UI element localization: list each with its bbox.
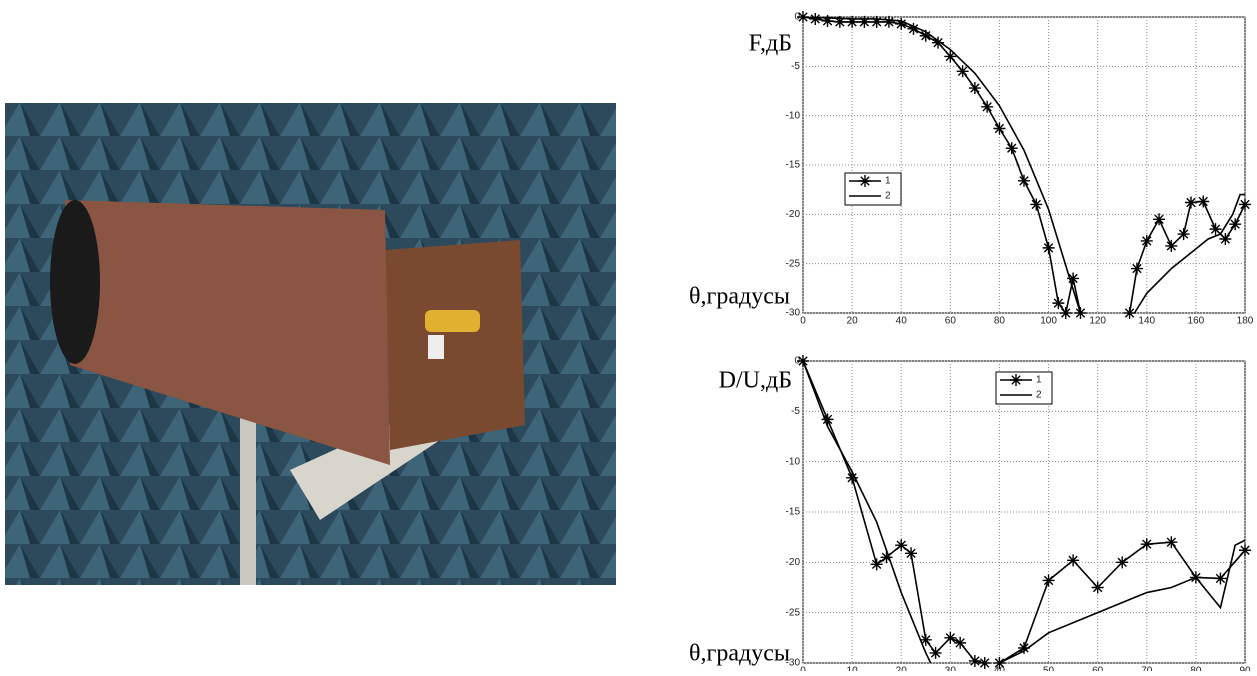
figure: 0-5-10-15-20-25-300204060801001201401601… — [0, 0, 1257, 671]
x-tick-label: 100 — [1040, 316, 1057, 327]
x-tick-label: 30 — [945, 666, 957, 671]
y-tick-label: -5 — [791, 61, 800, 72]
star-marker — [905, 547, 917, 559]
star-marker — [1210, 223, 1222, 235]
legend-label: 2 — [885, 191, 891, 202]
star-marker — [1229, 218, 1241, 230]
y-tick-label: -25 — [786, 607, 801, 618]
x-tick-label: 90 — [1239, 666, 1251, 671]
x-tick-label: 20 — [896, 666, 908, 671]
x-tick-label: 160 — [1188, 316, 1205, 327]
star-marker — [1060, 307, 1072, 319]
star-marker — [1030, 198, 1042, 210]
star-marker — [1197, 196, 1209, 208]
x-tick-label: 80 — [994, 316, 1006, 327]
x-axis-label: θ,градусы — [689, 284, 790, 310]
y-tick-label: -10 — [786, 110, 801, 121]
star-marker — [1153, 213, 1165, 225]
x-tick-label: 60 — [1092, 666, 1104, 671]
star-marker — [979, 657, 991, 669]
x-tick-label: 80 — [1190, 666, 1202, 671]
legend-label: 1 — [1036, 375, 1042, 386]
star-marker — [1141, 235, 1153, 247]
y-tick-label: -5 — [791, 406, 800, 417]
x-axis-label: θ,градусы — [689, 641, 790, 667]
y-tick-label: -20 — [786, 209, 801, 220]
star-marker — [1018, 175, 1030, 187]
legend-label: 2 — [1036, 390, 1042, 401]
legend-marker — [1010, 374, 1022, 386]
legend-box — [845, 173, 901, 205]
legend-box — [996, 372, 1052, 404]
x-tick-label: 40 — [896, 316, 908, 327]
y-tick-label: -10 — [786, 456, 801, 467]
star-marker — [993, 122, 1005, 134]
photo — [5, 103, 616, 585]
star-marker — [1092, 582, 1104, 594]
y-axis-label: D/U,дБ — [719, 368, 792, 394]
star-marker — [1124, 307, 1136, 319]
star-marker — [809, 13, 821, 25]
star-marker — [1165, 536, 1177, 548]
x-tick-label: 180 — [1237, 316, 1254, 327]
star-marker — [1006, 142, 1018, 154]
x-tick-label: 70 — [1141, 666, 1153, 671]
legend-label: 1 — [885, 176, 891, 187]
star-marker — [1214, 572, 1226, 584]
star-marker — [822, 15, 834, 27]
y-tick-label: -25 — [786, 258, 801, 269]
y-axis-label: F,дБ — [749, 31, 792, 57]
x-tick-label: 60 — [945, 316, 957, 327]
x-tick-label: 20 — [847, 316, 859, 327]
x-tick-label: 120 — [1089, 316, 1106, 327]
star-marker — [1067, 554, 1079, 566]
star-marker — [1052, 297, 1064, 309]
star-marker — [1178, 228, 1190, 240]
y-tick-label: -15 — [786, 507, 801, 518]
y-tick-label: -15 — [786, 160, 801, 171]
x-tick-label: 0 — [800, 316, 806, 327]
star-marker — [1185, 196, 1197, 208]
star-marker — [1239, 198, 1251, 210]
star-marker — [1141, 538, 1153, 550]
star-marker — [1219, 233, 1231, 245]
star-marker — [1043, 242, 1055, 254]
legend-marker — [859, 175, 871, 187]
x-tick-label: 0 — [800, 666, 806, 671]
x-tick-label: 140 — [1138, 316, 1155, 327]
y-tick-label: -20 — [786, 557, 801, 568]
x-tick-label: 50 — [1043, 666, 1055, 671]
x-tick-label: 10 — [847, 666, 859, 671]
star-marker — [1165, 240, 1177, 252]
